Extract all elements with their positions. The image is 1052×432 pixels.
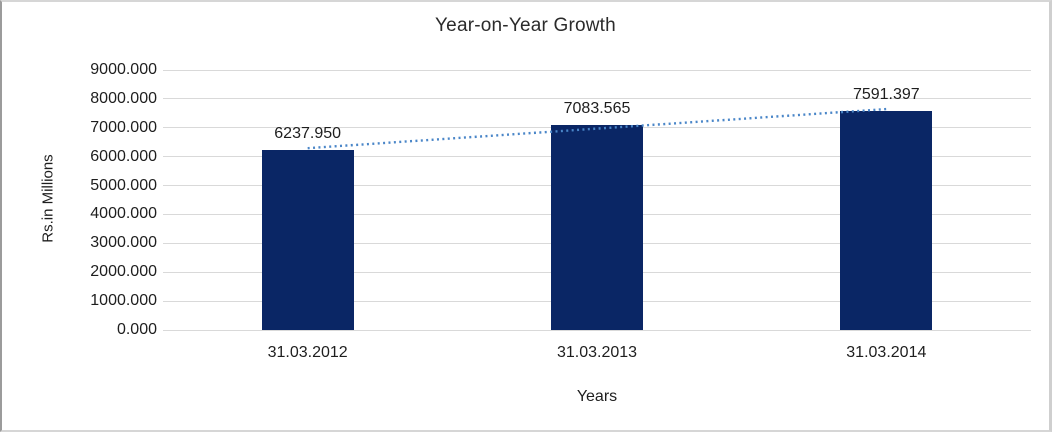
y-axis-tick-label: 1000.000 (90, 292, 157, 310)
data-label: 6237.950 (274, 124, 342, 142)
y-axis-tick-label: 8000.000 (90, 89, 157, 107)
chart-title: Year-on-Year Growth (435, 15, 616, 36)
x-axis-tick-label: 31.03.2014 (846, 344, 927, 361)
y-axis-tick-label: 9000.000 (90, 61, 157, 78)
bar-31.03.2014 (840, 110, 933, 330)
y-axis-tick-label: 7000.000 (90, 118, 157, 136)
y-axis-tick-label: 2000.000 (90, 263, 157, 281)
data-label: 7083.565 (563, 100, 631, 118)
x-axis-tick-label: 31.03.2012 (267, 344, 348, 361)
gridline (163, 69, 1031, 71)
gridline (163, 329, 1031, 331)
y-axis-tick-label: 4000.000 (90, 205, 157, 223)
x-axis-title: Years (576, 388, 618, 405)
bar-31.03.2012 (261, 149, 354, 330)
y-axis-tick-label: 6000.000 (90, 147, 157, 165)
y-axis-tick-label: 5000.000 (90, 176, 157, 194)
x-axis-tick-label: 31.03.2013 (556, 344, 638, 361)
y-axis-tick-label: 3000.000 (90, 234, 157, 252)
y-axis-tick-label: 0.000 (116, 321, 157, 338)
gridline (163, 98, 1031, 100)
data-label: 7591.397 (852, 85, 920, 103)
bar-31.03.2013 (551, 125, 643, 330)
